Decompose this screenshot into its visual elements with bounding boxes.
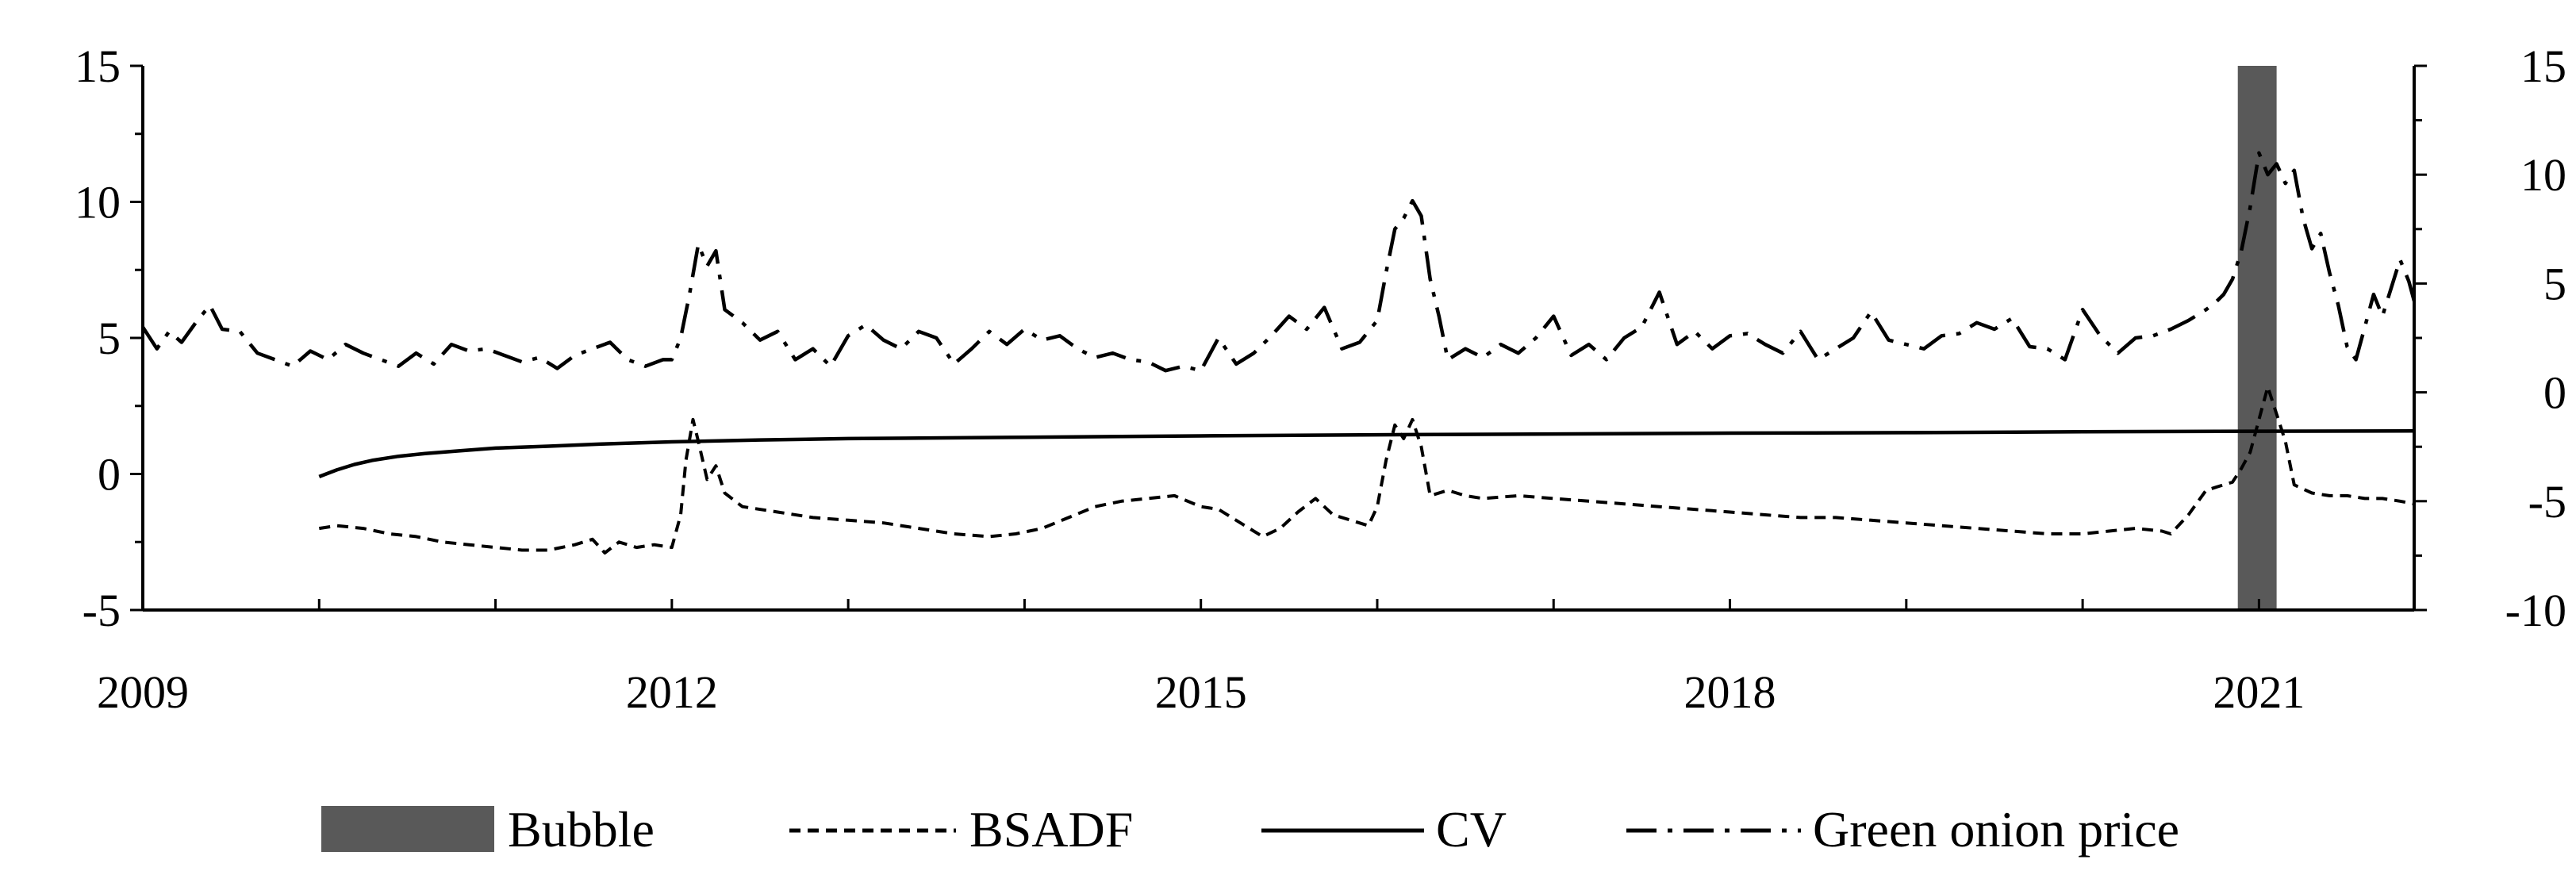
right-y-tick-label: 10 <box>2520 149 2566 201</box>
right-y-tick-label: 0 <box>2543 367 2566 419</box>
series-line-bsadf <box>318 385 2415 554</box>
legend-label-green-onion-price: Green onion price <box>1813 801 2179 858</box>
bubble-band <box>2237 66 2277 610</box>
x-tick-label: 2009 <box>97 666 189 718</box>
right-y-tick-label: -10 <box>2505 585 2566 636</box>
legend: Bubble BSADF CV Green onion price <box>321 801 2179 858</box>
left-y-tick-label: 5 <box>98 313 121 364</box>
left-y-tick-label: 15 <box>75 40 121 92</box>
series-line-cv <box>318 429 2415 479</box>
left-y-tick-label: -5 <box>83 585 121 636</box>
x-tick-label: 2012 <box>626 666 718 718</box>
axes: 15 10 5 0 -5 15 10 5 0 -5 -10 2009 2012 2015 2018 2021 <box>75 40 2566 718</box>
legend-label-bsadf: BSADF <box>969 801 1133 858</box>
bubble-layer <box>2237 66 2277 610</box>
right-y-tick-label: -5 <box>2528 476 2566 528</box>
right-y-tick-label: 5 <box>2543 258 2566 309</box>
series-layer <box>141 151 2417 554</box>
legend-label-bubble: Bubble <box>508 801 655 858</box>
x-tick-label: 2021 <box>2213 666 2305 718</box>
x-tick-label: 2018 <box>1684 666 1776 718</box>
legend-label-cv: CV <box>1436 801 1507 858</box>
right-y-tick-label: 15 <box>2520 40 2566 92</box>
series-line-green-onion-price <box>141 151 2417 373</box>
left-y-tick-label: 0 <box>98 449 121 501</box>
x-tick-label: 2015 <box>1155 666 1247 718</box>
legend-swatch-bubble <box>321 806 494 852</box>
left-y-tick-label: 10 <box>75 177 121 228</box>
